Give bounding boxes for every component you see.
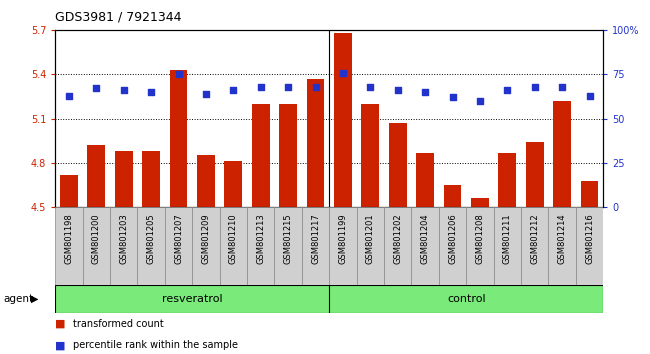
Bar (252, 104, 270, 207)
Point (255, 84, 266, 90)
Text: ▶: ▶ (31, 294, 39, 304)
Text: GSM801215: GSM801215 (283, 213, 292, 264)
Point (420, 89, 430, 95)
Point (447, 95, 458, 100)
Bar (334, 33, 352, 207)
Text: ■: ■ (55, 340, 66, 350)
Text: GSM801203: GSM801203 (119, 213, 128, 264)
Text: control: control (447, 294, 486, 304)
Bar (330, 285, 603, 313)
Bar (526, 142, 543, 207)
Point (365, 84, 376, 90)
Text: GSM801201: GSM801201 (366, 213, 375, 264)
Point (283, 84, 293, 90)
Text: GSM801211: GSM801211 (503, 213, 512, 264)
Point (174, 72, 184, 77)
Bar (274, 207, 302, 285)
Bar (466, 207, 493, 285)
Bar (55, 207, 83, 285)
Point (338, 70, 348, 75)
Point (118, 87, 129, 93)
Text: GSM801209: GSM801209 (202, 213, 211, 264)
Bar (224, 161, 242, 207)
Bar (55, 285, 330, 313)
Text: transformed count: transformed count (73, 319, 164, 329)
Bar (357, 207, 384, 285)
Text: GSM801213: GSM801213 (256, 213, 265, 264)
Bar (499, 153, 516, 207)
Text: GSM801212: GSM801212 (530, 213, 540, 264)
Bar (247, 207, 274, 285)
Text: GSM801216: GSM801216 (585, 213, 594, 264)
Bar (411, 207, 439, 285)
Bar (280, 104, 297, 207)
Text: GSM801200: GSM801200 (92, 213, 101, 264)
Bar (88, 145, 105, 207)
Bar (580, 181, 599, 207)
Text: GSM801202: GSM801202 (393, 213, 402, 264)
Text: GSM801207: GSM801207 (174, 213, 183, 264)
Bar (576, 207, 603, 285)
Point (530, 84, 540, 90)
Bar (83, 207, 110, 285)
Point (64, 93, 74, 98)
Point (502, 87, 512, 93)
Bar (220, 207, 247, 285)
Text: GSM801206: GSM801206 (448, 213, 457, 264)
Bar (142, 151, 160, 207)
Bar (115, 151, 133, 207)
Bar (302, 207, 330, 285)
Text: GSM801204: GSM801204 (421, 213, 430, 264)
Text: agent: agent (3, 294, 33, 304)
Bar (384, 207, 411, 285)
Bar (416, 153, 434, 207)
Text: GSM801210: GSM801210 (229, 213, 238, 264)
Text: GSM801214: GSM801214 (558, 213, 567, 264)
Bar (192, 207, 220, 285)
Text: percentile rank within the sample: percentile rank within the sample (73, 340, 239, 350)
Bar (60, 175, 78, 207)
Bar (439, 207, 466, 285)
Bar (197, 155, 215, 207)
Point (91, 86, 101, 91)
Text: GSM801199: GSM801199 (339, 213, 347, 264)
Point (584, 93, 595, 98)
Text: GSM801205: GSM801205 (147, 213, 155, 264)
Bar (553, 101, 571, 207)
Point (201, 91, 211, 97)
Bar (549, 207, 576, 285)
Bar (307, 79, 324, 207)
Bar (471, 198, 489, 207)
Point (474, 98, 485, 104)
Text: GSM801198: GSM801198 (64, 213, 73, 264)
Bar (521, 207, 549, 285)
Bar (389, 123, 407, 207)
Point (146, 89, 157, 95)
Bar (137, 207, 165, 285)
Bar (361, 104, 379, 207)
Bar (165, 207, 192, 285)
Point (310, 84, 320, 90)
Bar (330, 207, 357, 285)
Text: GSM801208: GSM801208 (475, 213, 484, 264)
Bar (493, 207, 521, 285)
Bar (110, 207, 137, 285)
Text: GDS3981 / 7921344: GDS3981 / 7921344 (55, 11, 182, 24)
Point (557, 84, 567, 90)
Text: resveratrol: resveratrol (162, 294, 222, 304)
Text: ■: ■ (55, 319, 66, 329)
Point (393, 87, 403, 93)
Bar (170, 70, 187, 207)
Point (228, 87, 239, 93)
Bar (443, 185, 461, 207)
Text: GSM801217: GSM801217 (311, 213, 320, 264)
